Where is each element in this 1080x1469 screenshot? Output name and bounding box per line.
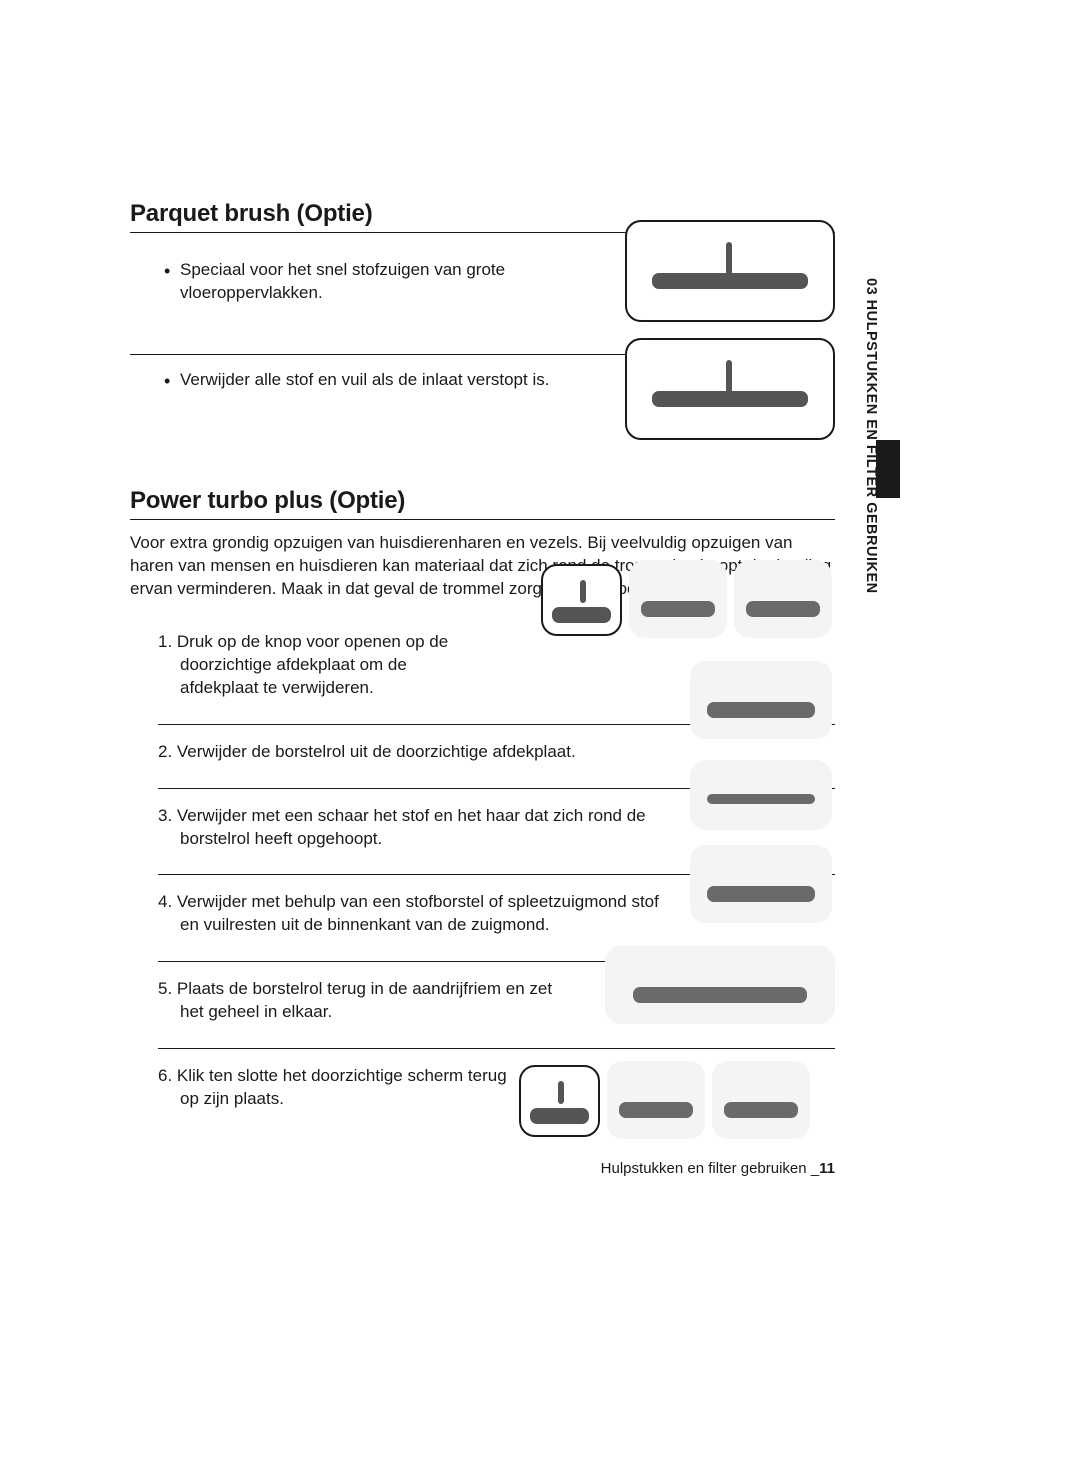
figure-step4 [690, 845, 832, 923]
chapter-side-label: 03 HULPSTUKKEN EN FILTER GEBRUIKEN [863, 278, 879, 594]
turbo-step-5-text: 5. Plaats de borstelrol terug in de aand… [158, 978, 578, 1024]
turbo-step-6-text: 6. Klik ten slotte het doorzichtige sche… [158, 1065, 518, 1111]
turbo-step-2-text: 2. Verwijder de borstelrol uit de doorzi… [158, 741, 658, 764]
figure-step1-a [541, 564, 622, 636]
turbo-intro: Voor extra grondig opzuigen van huisdier… [130, 532, 835, 601]
turbo-step-1-text: 1. Druk op de knop voor openen op de doo… [158, 631, 488, 700]
figure-step1-b [629, 560, 727, 638]
parquet-bullet-2: Verwijder alle stof en vuil als de inlaa… [130, 369, 590, 392]
parquet-bullet-1: Speciaal voor het snel stofzuigen van gr… [130, 259, 560, 305]
figure-step3 [690, 760, 832, 830]
figure-step6-b [607, 1061, 705, 1139]
figure-step1-c [734, 560, 832, 638]
page-footer: Hulpstukken en filter gebruiken _11 [130, 1160, 835, 1177]
figure-step6-c [712, 1061, 810, 1139]
footer-text: Hulpstukken en filter gebruiken _ [601, 1160, 819, 1177]
figure-step6-a [519, 1065, 600, 1137]
turbo-step-4-text: 4. Verwijder met behulp van een stofbors… [158, 891, 678, 937]
figure-parquet-clean-inlet [625, 338, 835, 440]
figure-step2 [690, 661, 832, 739]
thumb-index-bar [876, 440, 900, 498]
chapter-side-tab: 03 HULPSTUKKEN EN FILTER GEBRUIKEN [863, 278, 885, 578]
section-heading-turbo: Power turbo plus (Optie) [130, 487, 835, 520]
figure-step5 [605, 946, 835, 1024]
figure-parquet-brush [625, 220, 835, 322]
turbo-step-3-text: 3. Verwijder met een schaar het stof en … [158, 805, 658, 851]
footer-page-number: 11 [819, 1160, 835, 1177]
